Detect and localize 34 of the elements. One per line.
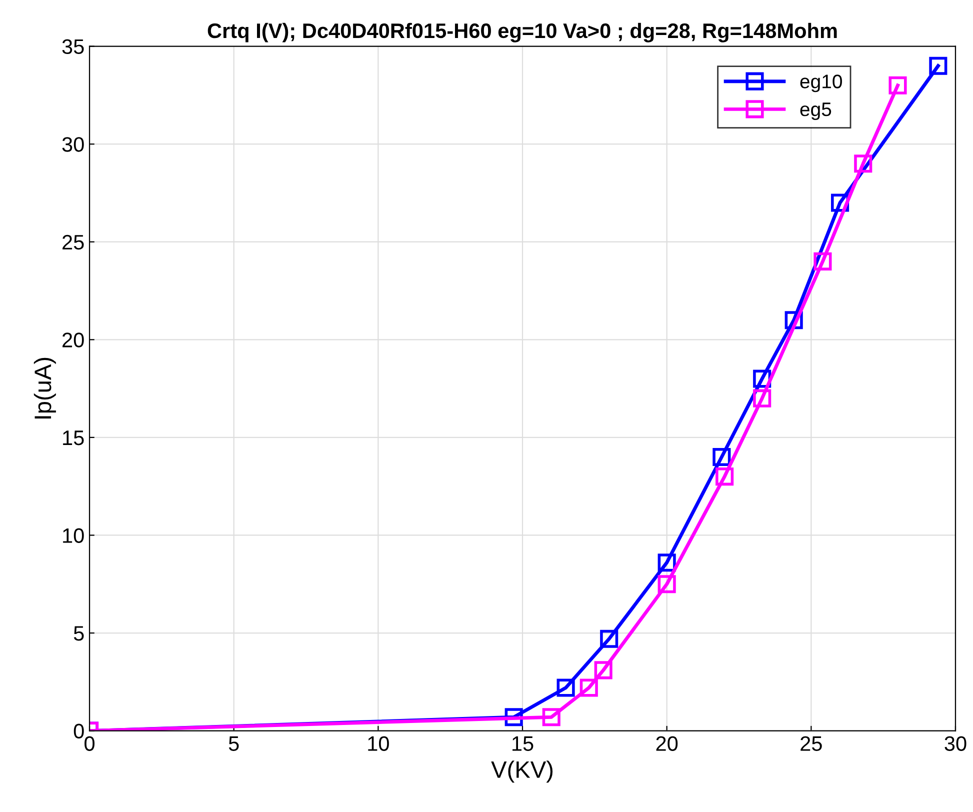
legend-label: eg10 (800, 74, 842, 92)
y-tick-label: 20 (62, 332, 84, 348)
x-tick-label: 20 (656, 736, 678, 751)
y-tick-label: 35 (62, 39, 84, 54)
x-tick-label: 0 (84, 736, 94, 751)
y-axis-title: Ip(uA) (34, 358, 56, 419)
y-tick-label: 5 (74, 626, 84, 641)
point (716, 468, 734, 486)
x-tick-label: 5 (228, 736, 239, 751)
point (600, 630, 618, 648)
x-tick-label: 15 (512, 736, 534, 751)
y-tick-label: 15 (63, 430, 84, 446)
chart-title: Crtq I(V); Dc40D40Rf015-H60 eg=10 Va>0 ; dg=28, Rg=148Mohm (208, 22, 837, 42)
point (814, 252, 832, 270)
point (712, 448, 731, 466)
point (580, 678, 598, 697)
y-tick-label: 0 (74, 724, 84, 739)
x-tick-label: 30 (944, 736, 966, 751)
point (658, 554, 676, 572)
x-tick-label: 25 (800, 736, 822, 751)
point (556, 678, 575, 697)
x-axis-title: V(KV) (491, 760, 553, 783)
point (542, 708, 560, 726)
y-tick-label: 30 (62, 137, 84, 152)
x-tick-label: 10 (368, 736, 389, 751)
point (658, 575, 676, 594)
point (929, 56, 948, 75)
point (594, 661, 612, 680)
point (753, 389, 772, 408)
point (888, 76, 907, 94)
y-tick-label: 10 (63, 528, 84, 543)
legend-label: eg5 (800, 102, 832, 120)
y-tick-label: 25 (62, 234, 84, 250)
point (854, 154, 872, 173)
